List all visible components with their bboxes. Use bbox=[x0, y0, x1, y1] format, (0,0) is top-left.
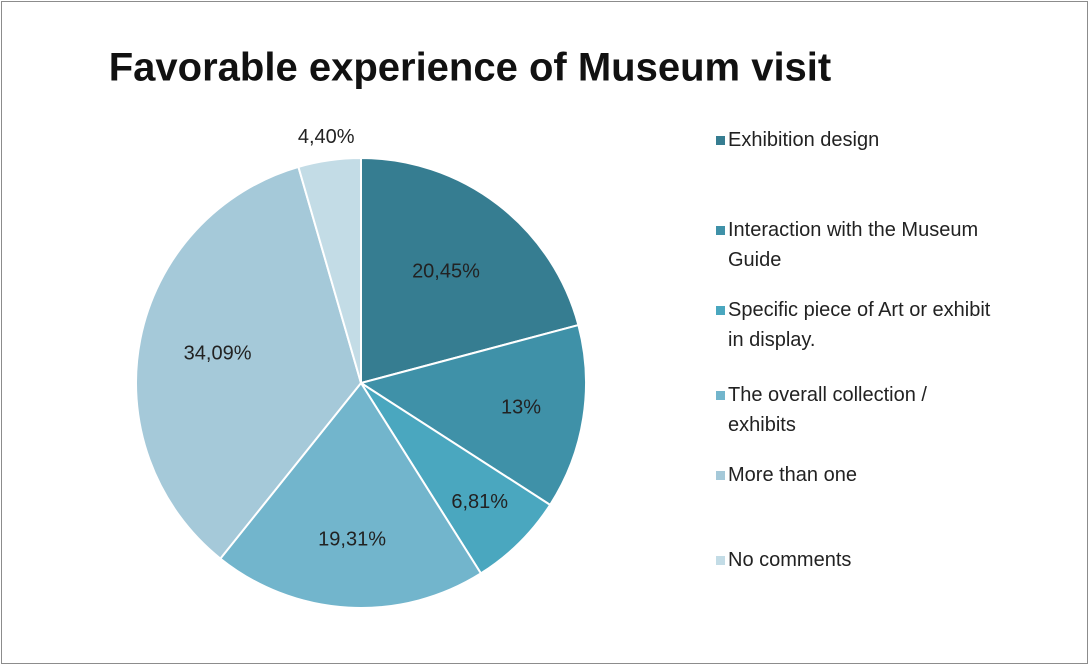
legend-label: More than one bbox=[728, 464, 857, 486]
data-label: 19,31% bbox=[318, 529, 386, 551]
pie-slice bbox=[218, 381, 483, 609]
pie-slice bbox=[358, 323, 587, 507]
data-label: 6,81% bbox=[451, 491, 508, 513]
legend-item: Specific piece of Art or exhibit in disp… bbox=[716, 295, 996, 355]
data-label: 13% bbox=[501, 396, 541, 418]
pie-slice bbox=[135, 165, 363, 561]
legend-item: More than one bbox=[716, 460, 996, 490]
legend-swatch bbox=[716, 556, 725, 565]
legend-item: Interaction with the Museum Guide bbox=[716, 215, 996, 275]
data-label: 20,45% bbox=[412, 261, 480, 283]
chart-title: Favorable experience of Museum visit bbox=[109, 46, 831, 90]
pie-slice bbox=[297, 156, 362, 384]
legend-item: The overall collection / exhibits bbox=[716, 380, 996, 440]
legend-item: Exhibition design bbox=[716, 125, 996, 155]
data-label: 34,09% bbox=[184, 343, 252, 365]
legend-label: No comments bbox=[728, 549, 852, 571]
legend-swatch bbox=[716, 136, 725, 145]
pie-slice bbox=[360, 156, 580, 385]
legend-swatch bbox=[716, 391, 725, 400]
legend-item: No comments bbox=[716, 545, 996, 575]
legend-label: Exhibition design bbox=[728, 129, 880, 151]
legend-label: Interaction with the Museum Guide bbox=[728, 219, 979, 271]
legend-label: The overall collection / exhibits bbox=[728, 384, 927, 436]
legend-swatch bbox=[716, 306, 725, 315]
legend-swatch bbox=[716, 471, 725, 480]
data-label: 4,40% bbox=[298, 126, 355, 148]
legend-label: Specific piece of Art or exhibit in disp… bbox=[728, 299, 991, 351]
legend-swatch bbox=[716, 226, 725, 235]
